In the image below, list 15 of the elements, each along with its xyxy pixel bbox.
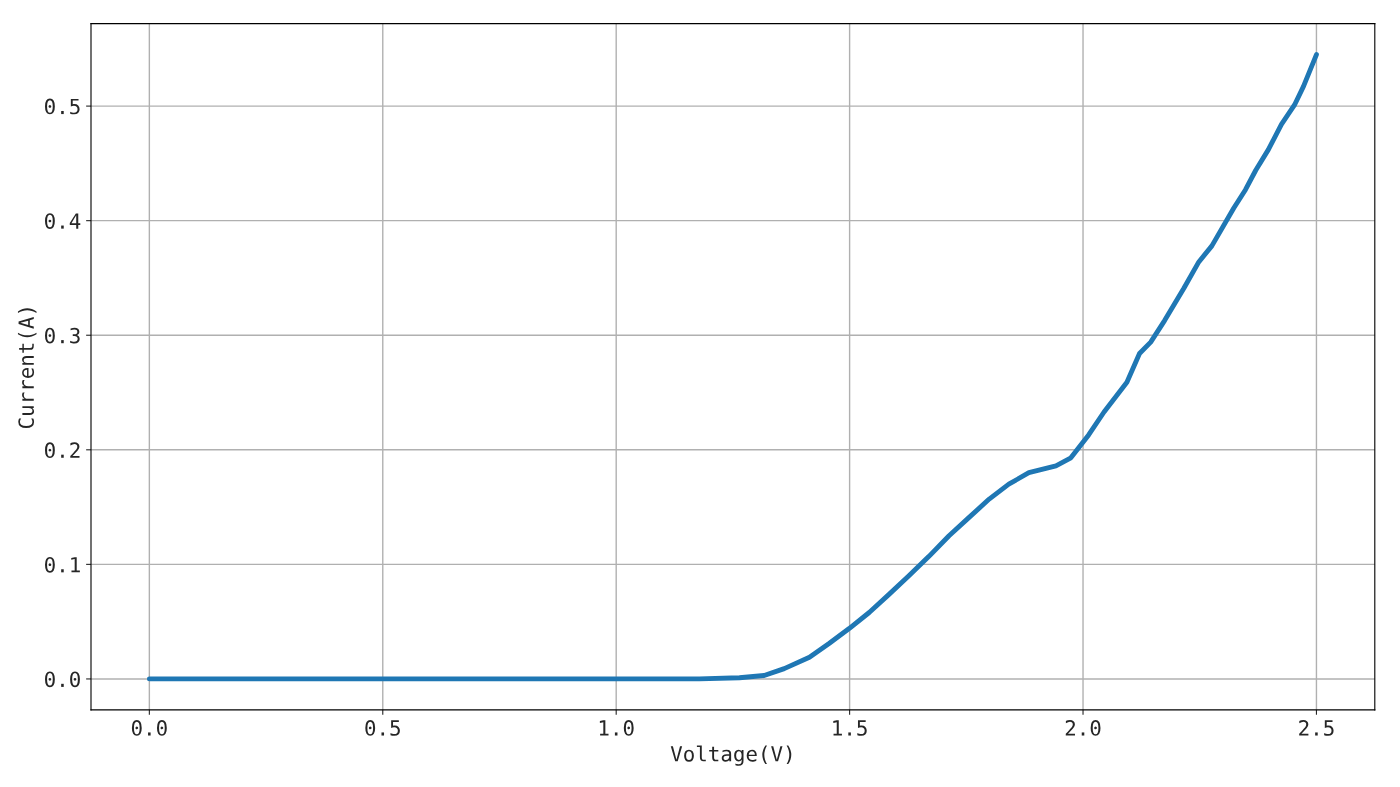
y-tick-label: 0.2 [45,442,80,459]
x-tick-label: 0.0 [131,720,167,736]
x-tick-label: 0.5 [365,720,400,736]
x-tick-label: 2.5 [1299,720,1334,736]
line-series [146,52,1319,682]
y-axis-title: Current(A) [17,308,37,429]
y-tick-label: 0.4 [45,213,81,229]
y-tick-label: 0.0 [45,671,80,688]
y-tick-label: 0.3 [45,327,80,344]
x-tick-label: 1.0 [599,720,634,736]
y-tick-label: 0.1 [45,556,80,573]
y-tick-label: 0.5 [45,98,80,115]
x-tick-label: 1.5 [833,720,867,736]
x-axis-title: Voltage(V) [670,745,792,766]
x-tick-label: 2.0 [1065,720,1101,736]
